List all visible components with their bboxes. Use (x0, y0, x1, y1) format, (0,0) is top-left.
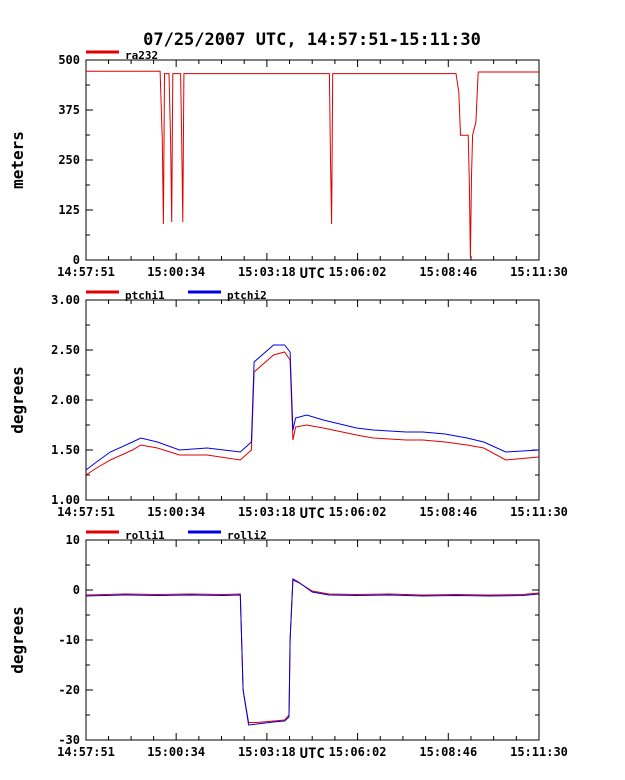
y-tick-label: 1.00 (51, 493, 80, 507)
x-tick-label: 15:06:02 (329, 745, 387, 759)
series-line-rolli2 (85, 578, 540, 726)
x-tick-label: 15:11:30 (510, 745, 568, 759)
x-tick-label: 15:00:34 (147, 265, 205, 279)
legend-label: ptchi1 (125, 289, 165, 302)
panels: 0 125 250 375 500 14:57:51 15:00:34 15:03:18 15:… (8, 49, 568, 762)
x-tick-label: 15:03:18 (238, 745, 296, 759)
legend-label: ptchi2 (227, 289, 267, 302)
y-tick-label: 125 (58, 203, 80, 217)
y-axis-label: degrees (8, 606, 27, 673)
x-tick-label: 15:00:34 (147, 505, 205, 519)
x-tick-label: 15:08:46 (419, 505, 477, 519)
x-tick-label: 15:00:34 (147, 745, 205, 759)
series-line-ra232 (86, 70, 539, 259)
x-tick-label: 15:11:30 (510, 265, 568, 279)
y-tick-label: -20 (58, 683, 80, 697)
y-tick-label: 3.00 (51, 293, 80, 307)
series-line-rolli1 (85, 579, 540, 723)
plot-frame (85, 299, 540, 501)
y-tick-label: 375 (58, 103, 80, 117)
y-axis-label: degrees (8, 366, 27, 433)
panel-3: -30 -20 -10 0 10 14:57:51 15:00:34 15:03:18 15:0… (8, 529, 568, 762)
y-tick-label: 10 (66, 533, 80, 547)
y-tick-label: 0 (73, 253, 80, 267)
series-line-ptchi1 (85, 351, 540, 476)
x-axis-label: UTC (300, 746, 325, 762)
legend-label: rolli2 (227, 529, 267, 542)
x-tick-label: 15:11:30 (510, 505, 568, 519)
x-tick-label: 15:08:46 (419, 745, 477, 759)
y-tick-label: 1.50 (51, 443, 80, 457)
panel-1: 0 125 250 375 500 14:57:51 15:00:34 15:03:18 15:… (8, 49, 568, 282)
x-axis-label: UTC (300, 506, 325, 522)
y-tick-label: 2.00 (51, 393, 80, 407)
x-tick-label: 15:06:02 (329, 265, 387, 279)
plot-frame (85, 539, 540, 741)
x-tick-label: 14:57:51 (57, 505, 115, 519)
legend-label: rolli1 (125, 529, 165, 542)
figure-title: 07/25/2007 UTC, 14:57:51-15:11:30 (143, 30, 481, 50)
x-axis-label: UTC (300, 266, 325, 282)
x-tick-label: 15:06:02 (329, 505, 387, 519)
x-tick-label: 15:03:18 (238, 505, 296, 519)
y-tick-label: 2.50 (51, 343, 80, 357)
y-tick-label: 0 (73, 583, 80, 597)
y-tick-label: -30 (58, 733, 80, 747)
y-tick-label: 250 (58, 153, 80, 167)
x-tick-label: 14:57:51 (57, 745, 115, 759)
x-tick-label: 14:57:51 (57, 265, 115, 279)
y-axis-label: meters (8, 131, 27, 189)
x-tick-label: 15:08:46 (419, 265, 477, 279)
x-tick-label: 15:03:18 (238, 265, 296, 279)
y-tick-label: 500 (58, 53, 80, 67)
legend-label: ra232 (125, 49, 158, 62)
panel-2: 1.00 1.50 2.00 2.50 3.00 14:57:51 15:00:34 15:0… (8, 289, 568, 522)
y-tick-label: -10 (58, 633, 80, 647)
series-line-ptchi2 (85, 344, 540, 471)
